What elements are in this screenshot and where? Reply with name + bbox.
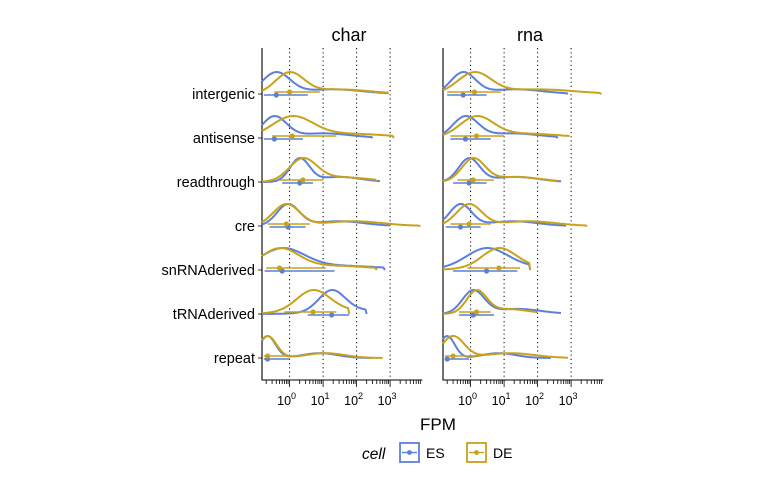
x-tick-label: 100 — [277, 391, 296, 408]
density-curve-DE — [261, 247, 378, 271]
legend-key-ES — [399, 442, 420, 463]
density-curve-DE — [261, 289, 351, 315]
median-point-DE — [310, 309, 316, 315]
density-curve-DE — [442, 71, 602, 95]
panel-title: rna — [517, 25, 544, 45]
median-point-DE — [496, 265, 502, 271]
x-tick-label: 101 — [311, 391, 330, 408]
density-curve-ES — [261, 115, 374, 139]
median-point-ES — [271, 136, 277, 142]
x-axis-label: FPM — [420, 415, 456, 434]
median-point-DE — [470, 177, 476, 183]
median-point-DE — [300, 177, 306, 183]
x-tick-label: 100 — [458, 391, 477, 408]
median-point-DE — [450, 353, 456, 359]
legend-key-dot — [474, 450, 479, 455]
x-tick-label: 102 — [525, 391, 544, 408]
density-curve-DE — [442, 157, 559, 183]
median-point-DE — [287, 89, 293, 95]
category-label: cre — [235, 219, 255, 235]
density-curve-DE — [442, 335, 569, 359]
median-point-DE — [471, 89, 478, 95]
panel-rna: 100 101 102 103 rna — [442, 25, 604, 408]
median-point-ES — [466, 180, 472, 186]
category-label: antisense — [193, 131, 255, 147]
legend-title: cell — [362, 446, 386, 463]
density-curve-DE — [442, 247, 532, 271]
median-point-DE — [473, 133, 480, 139]
legend-key-DE — [466, 442, 487, 463]
x-tick-label: 103 — [559, 391, 578, 408]
panel-char: 100 101 102 103 char — [261, 25, 423, 408]
density-curve-ES — [442, 289, 562, 315]
density-curve-DE — [442, 203, 588, 227]
density-curve-ES — [442, 247, 532, 271]
median-point-DE — [473, 309, 480, 315]
x-tick-label: 102 — [344, 391, 363, 408]
median-point-DE — [283, 221, 289, 227]
median-point-ES — [273, 92, 279, 98]
density-curve-DE — [261, 157, 378, 183]
density-curve-DE — [261, 115, 395, 139]
density-curve-DE — [261, 335, 383, 359]
density-curve-ES — [262, 289, 368, 315]
median-point-ES — [457, 224, 464, 230]
density-curve-ES — [442, 71, 569, 95]
x-tick-label: 101 — [492, 391, 511, 408]
legend-label-DE: DE — [493, 445, 512, 461]
median-point-ES — [483, 268, 490, 274]
median-point-DE — [466, 221, 472, 227]
density-curve-DE — [442, 115, 570, 137]
density-curve-DE — [442, 289, 538, 315]
legend-label-ES: ES — [426, 445, 445, 461]
median-point-ES — [329, 312, 335, 318]
legend: cell ES DE — [362, 442, 512, 463]
density-curve-DE — [261, 71, 389, 94]
median-point-DE — [276, 265, 283, 271]
category-label: snRNAderived — [162, 263, 256, 279]
x-tick-label: 103 — [378, 391, 397, 408]
median-point-ES — [460, 92, 466, 98]
category-label: tRNAderived — [173, 307, 255, 323]
median-point-ES — [444, 356, 450, 362]
median-point-DE — [264, 353, 271, 359]
median-point-DE — [289, 133, 295, 139]
panel-title: char — [331, 25, 366, 45]
legend-key-dot — [407, 450, 412, 455]
category-label: readthrough — [177, 175, 255, 191]
category-label: repeat — [214, 351, 255, 367]
category-label: intergenic — [192, 87, 255, 103]
density-curve-ES — [442, 115, 559, 139]
density-curve-DE — [261, 203, 421, 227]
median-point-ES — [462, 136, 469, 142]
panels-group: 100 101 102 103 char 100 101 102 103 rna intergeni… — [162, 25, 604, 408]
